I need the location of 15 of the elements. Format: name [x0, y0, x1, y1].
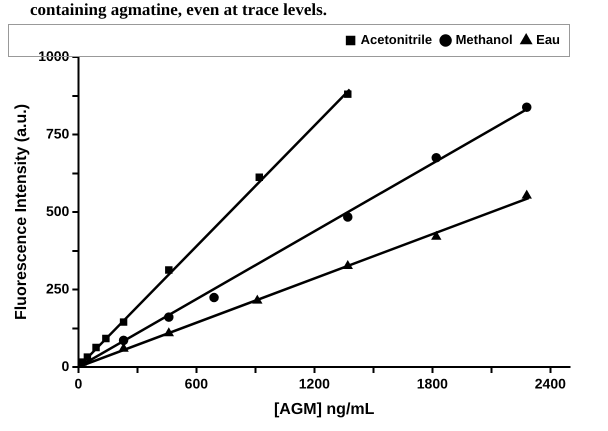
y-tick-label: 500	[46, 202, 70, 219]
x-tick-label: 1800	[416, 375, 448, 392]
text: containing agmatine, even at trace levels.	[29, 0, 328, 21]
x-tick-label: 600	[184, 375, 208, 392]
y-tick-label: 250	[46, 280, 70, 296]
legend-label: Eau	[536, 32, 560, 48]
x-tick-label: 0	[74, 375, 82, 392]
legend-label: Acetonitrile	[360, 32, 432, 48]
x-tick-label: 2400	[534, 375, 566, 392]
y-tick-label: 0	[62, 358, 70, 374]
y-tick-label: 750	[46, 125, 70, 142]
x-axis-title: [AGM] ng/mL	[274, 400, 375, 418]
legend-label: Methanol	[456, 32, 513, 48]
x-tick-label: 1200	[298, 375, 330, 392]
y-axis-title: Fluorescence Intensity (a.u.)	[13, 104, 30, 320]
